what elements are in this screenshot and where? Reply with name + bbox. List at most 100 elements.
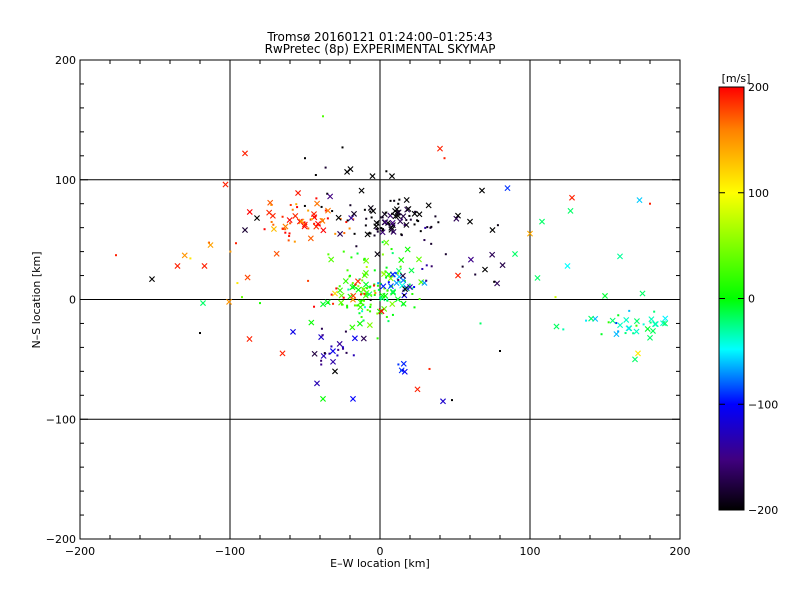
data-point-cross [416, 211, 423, 218]
data-point-dot [314, 174, 317, 177]
data-point-dot [376, 284, 379, 287]
data-point-cross [467, 256, 474, 263]
data-point-dot [344, 330, 347, 333]
data-point-dot [295, 203, 298, 206]
data-point-cross [652, 321, 659, 328]
data-point-dot [401, 369, 404, 372]
data-point-dot [424, 226, 427, 229]
data-point-dot [346, 269, 349, 272]
data-point-cross [602, 292, 608, 299]
data-point-dot [403, 280, 406, 283]
data-point-cross [644, 325, 651, 332]
axis-ticks [79, 59, 681, 540]
plot-area [79, 59, 681, 540]
data-point-cross [389, 173, 395, 180]
data-point-dot [320, 359, 323, 362]
data-point-dot [423, 239, 426, 242]
data-point-cross [382, 292, 389, 299]
data-point-cross [392, 213, 399, 220]
data-point-dot [373, 234, 376, 237]
data-point-dot [425, 264, 428, 267]
data-point-dot [353, 304, 356, 307]
data-point-dot [357, 285, 360, 288]
data-point-dot [293, 240, 296, 243]
x-tick-label: 200 [670, 545, 691, 558]
data-point-dot [337, 348, 340, 351]
data-point-dot [391, 212, 394, 215]
data-point-cross [314, 200, 321, 207]
data-point-cross [320, 227, 327, 234]
data-point-dot [499, 349, 501, 352]
data-point-dot [385, 276, 388, 279]
data-point-dot [356, 304, 359, 307]
data-point-cross [351, 335, 358, 342]
data-point-dot [369, 303, 372, 306]
data-point-dot [350, 256, 353, 259]
chart-subtitle: RwPretec (8p) EXPERIMENTAL SKYMAP [265, 42, 496, 56]
data-point-cross [534, 274, 541, 281]
data-point-dot [376, 228, 379, 231]
data-point-dot [343, 232, 346, 235]
data-point-dot [331, 210, 334, 213]
data-point-cross [390, 289, 397, 296]
data-point-dot [496, 224, 499, 227]
data-point-dot [397, 202, 400, 205]
data-point-dot [386, 289, 389, 292]
data-point-dot [363, 258, 366, 261]
data-point-dot [393, 199, 396, 202]
data-point-cross [308, 319, 315, 326]
data-point-cross [625, 325, 632, 332]
data-point-dot [332, 302, 335, 305]
data-point-dot [396, 272, 399, 275]
data-point-dot [379, 216, 382, 219]
data-point-cross [399, 272, 406, 279]
data-point-cross [273, 250, 280, 257]
data-point-dot [418, 298, 421, 301]
data-point-dot [345, 351, 348, 354]
data-point-dot [373, 269, 376, 272]
data-point-cross [415, 256, 422, 263]
data-point-dot [402, 294, 405, 297]
data-point-cross [373, 223, 380, 230]
data-point-cross [387, 275, 394, 282]
data-point-cross [389, 271, 396, 278]
data-point-cross [360, 335, 367, 342]
data-point-dot [385, 315, 388, 318]
data-point-cross [404, 246, 411, 253]
data-point-cross [482, 266, 488, 273]
data-point-dot [341, 346, 344, 349]
data-point-dot [356, 252, 359, 255]
data-point-cross [402, 286, 409, 293]
data-point-cross [494, 280, 501, 287]
colorbar-tick-label: −100 [748, 398, 778, 411]
data-point-cross [358, 187, 365, 194]
data-point-dot [434, 215, 437, 218]
data-point-dot [600, 333, 603, 336]
data-point-dot [419, 230, 422, 233]
data-point-cross [553, 323, 560, 330]
data-point-cross [356, 320, 363, 327]
data-point-dot [389, 199, 392, 202]
y-axis-label: N–S location [km] [30, 251, 43, 348]
data-point-dot [335, 287, 338, 290]
data-point-dot [389, 275, 392, 278]
data-point-cross [354, 278, 361, 285]
data-point-dot [381, 241, 384, 244]
data-point-dot [115, 254, 117, 257]
data-point-dot [263, 228, 266, 231]
data-point-dot [347, 288, 350, 291]
data-point-cross [379, 229, 386, 236]
data-point-dot [235, 242, 237, 245]
data-points [115, 115, 669, 405]
data-point-dot [385, 170, 388, 173]
data-point-dot [322, 115, 324, 118]
data-point-dot [383, 287, 386, 290]
data-point-dot [320, 363, 323, 366]
data-point-cross [489, 251, 496, 258]
data-point-cross [319, 217, 326, 224]
data-point-dot [199, 332, 201, 335]
data-point-cross [499, 262, 506, 269]
data-point-dot [397, 363, 400, 366]
data-point-cross [617, 253, 623, 260]
data-point-cross [242, 227, 248, 234]
